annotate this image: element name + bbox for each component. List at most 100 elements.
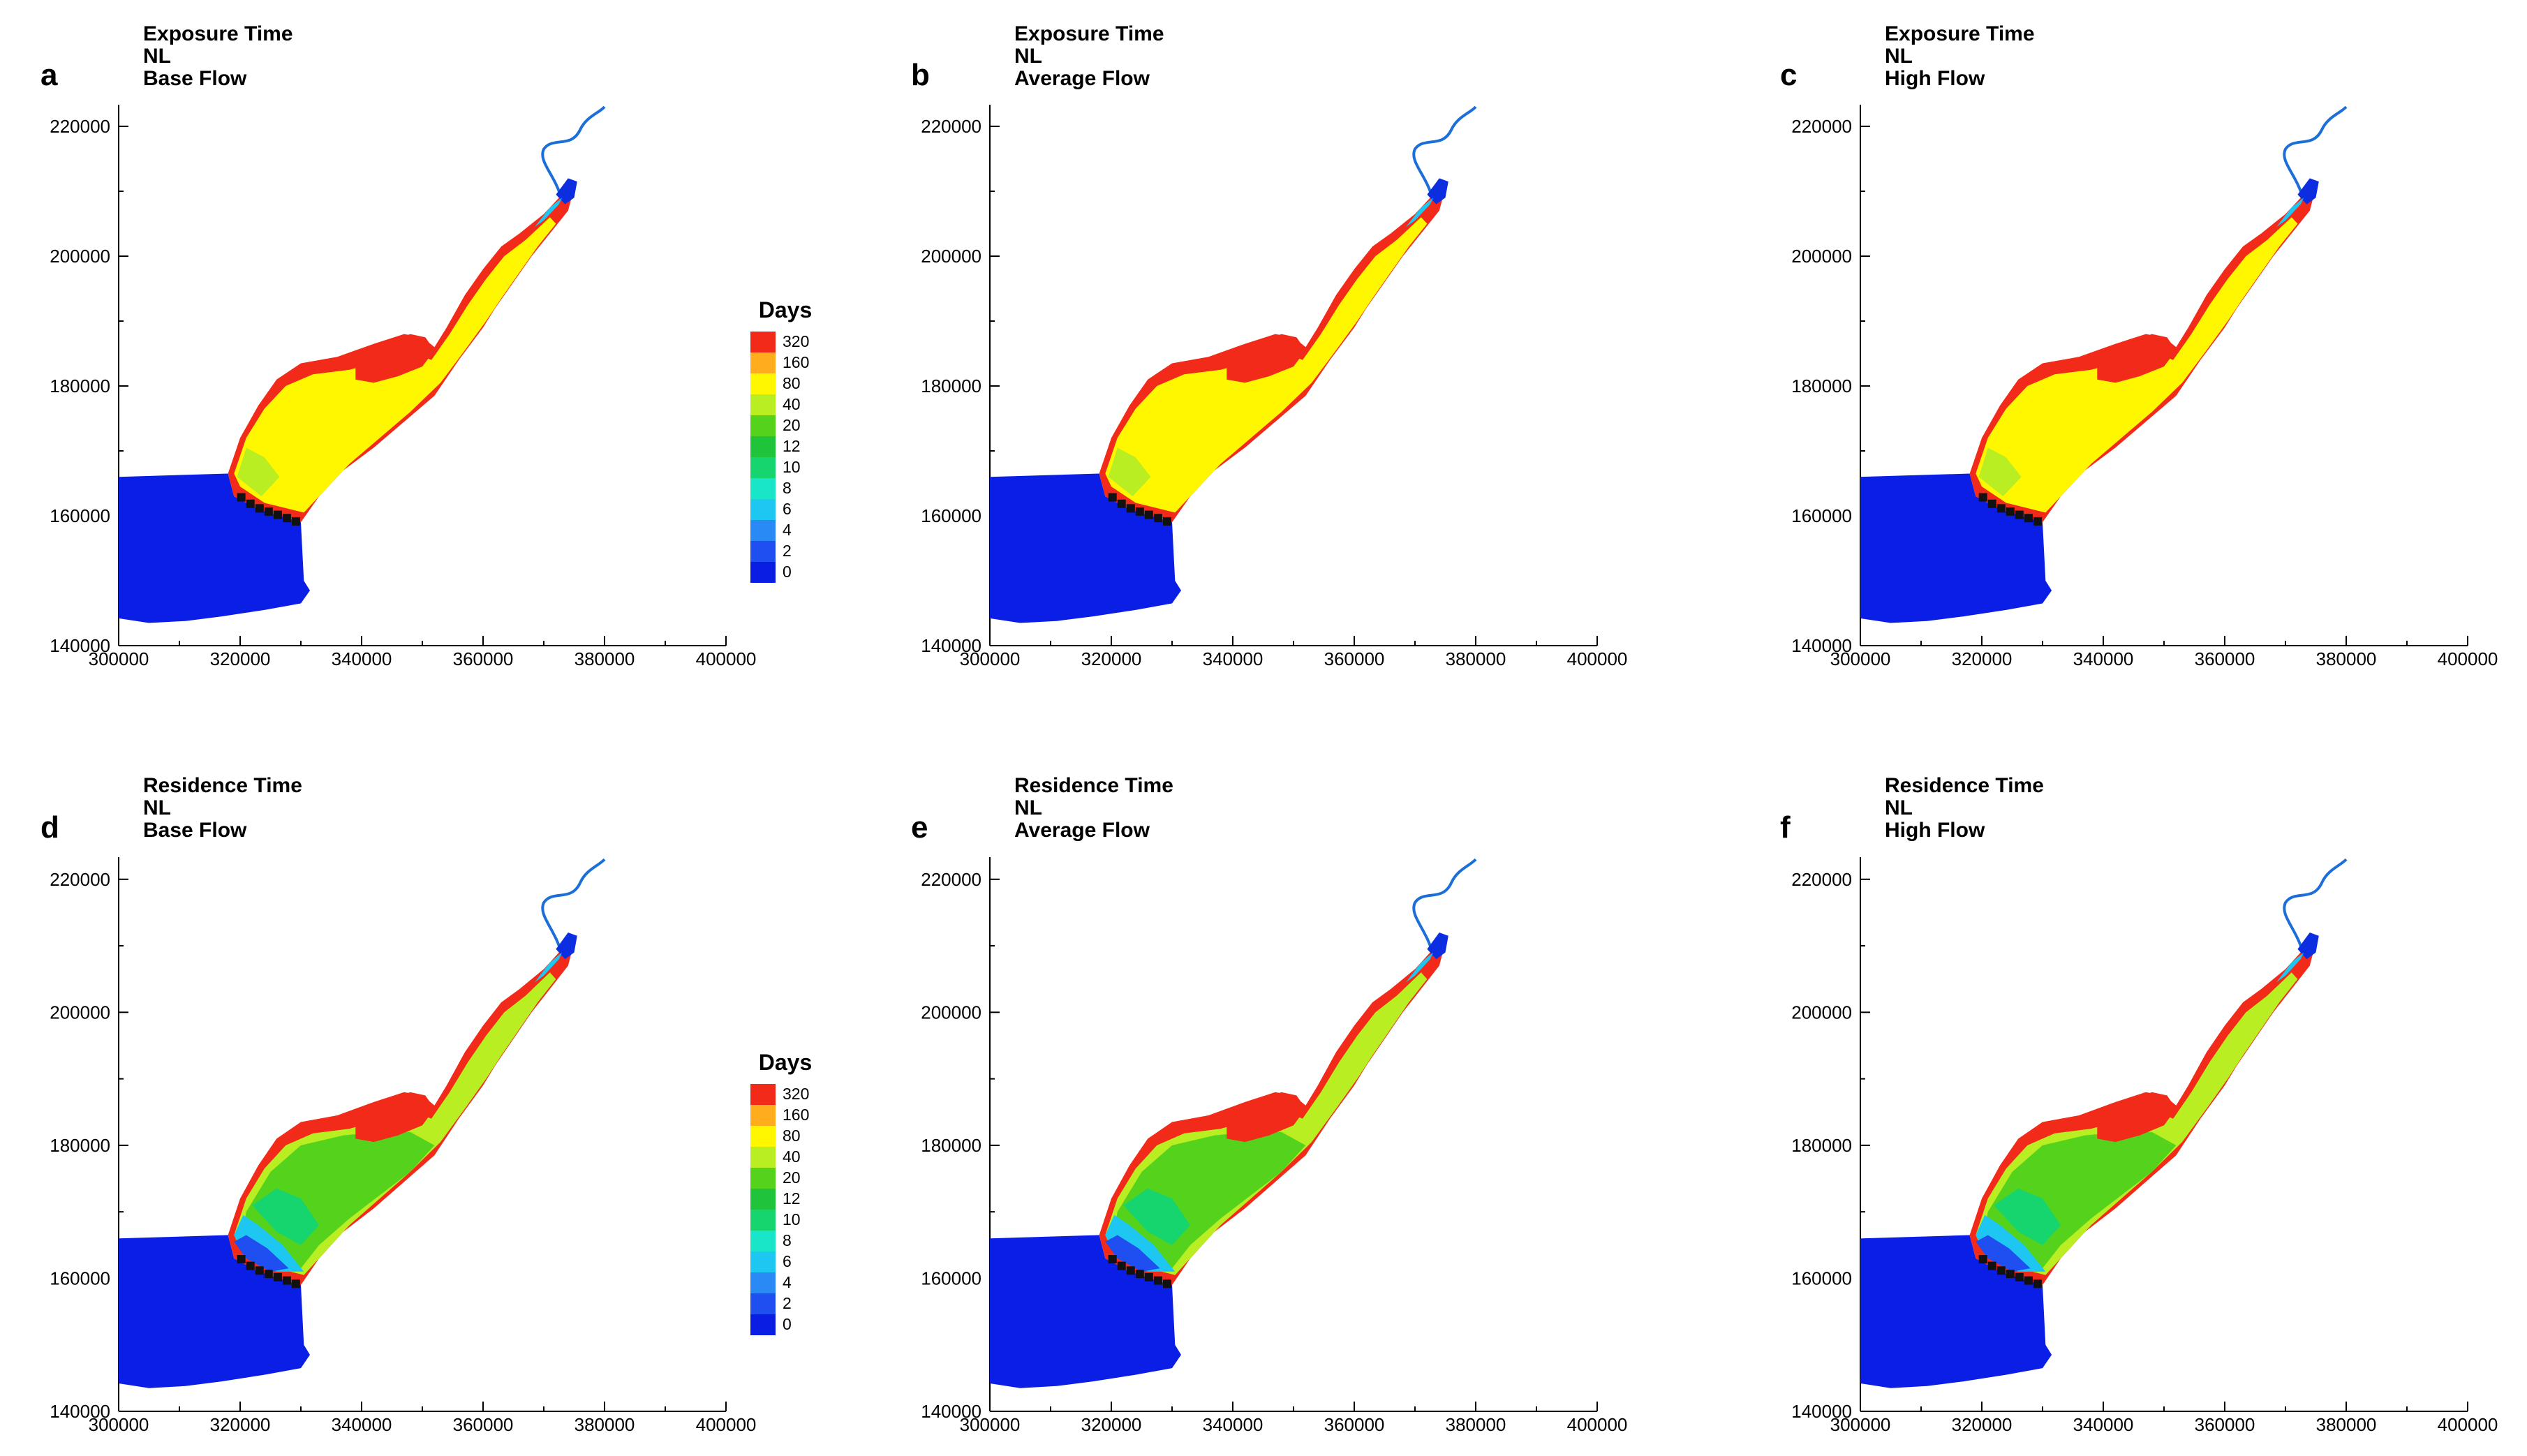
x-tick-label: 300000 [960, 648, 1021, 669]
shore-mark [246, 1261, 255, 1270]
upper-river [534, 105, 606, 228]
panel-title-line: High Flow [1885, 67, 1985, 90]
y-tick-label: 160000 [50, 505, 110, 526]
y-tick-label: 220000 [50, 869, 110, 890]
legend-title: Days [759, 1050, 813, 1075]
panel-letter: b [911, 58, 930, 92]
shore-mark [2015, 510, 2024, 519]
legend-swatch [750, 1147, 776, 1168]
legend-label: 80 [783, 1127, 801, 1145]
y-tick-label: 180000 [50, 1135, 110, 1156]
river-bend [2297, 178, 2319, 205]
river-bend [2297, 933, 2319, 960]
x-tick-label: 300000 [1830, 648, 1891, 669]
y-tick-label: 160000 [921, 505, 981, 526]
y-tick-label: 180000 [921, 376, 981, 396]
x-tick-label: 360000 [453, 1414, 514, 1435]
legend-label: 12 [783, 1189, 801, 1208]
shore-mark [1996, 504, 2006, 513]
x-tick-label: 300000 [89, 1414, 149, 1435]
shore-mark [1987, 1261, 1996, 1270]
estuary-map [1860, 858, 2348, 1388]
mouth-gradient-blue [1105, 1235, 1160, 1272]
x-tick-label: 320000 [1081, 648, 1142, 669]
legend-swatch [750, 1084, 776, 1105]
x-tick-label: 360000 [1324, 1414, 1385, 1435]
upper-river [2276, 858, 2348, 983]
shore-mark [273, 510, 282, 519]
legend-label: 320 [783, 1085, 809, 1103]
shore-mark [1978, 1255, 1987, 1264]
shore-mark [2033, 517, 2042, 526]
x-tick-label: 400000 [696, 648, 757, 669]
x-tick-label: 360000 [2195, 1414, 2255, 1435]
legend-swatch [750, 1105, 776, 1126]
legend-swatch [750, 394, 776, 415]
legend-label: 80 [783, 374, 801, 392]
legend-swatch [750, 1210, 776, 1231]
river-tidal-channel [534, 198, 563, 228]
legend-label: 160 [783, 1106, 809, 1124]
legend-label: 0 [783, 1315, 792, 1333]
y-tick-label: 200000 [50, 1002, 110, 1023]
mouth-green-patch [1978, 447, 2022, 497]
shore-mark [2033, 1279, 2042, 1288]
upper-river [534, 858, 606, 983]
shore-mark [2024, 514, 2033, 523]
legend-title: Days [759, 297, 813, 322]
river-bend [1427, 178, 1448, 205]
mouth-green [1123, 1188, 1191, 1245]
y-tick-label: 140000 [1791, 1401, 1852, 1422]
y-tick-label: 160000 [50, 1268, 110, 1288]
panel-letter: d [40, 810, 59, 845]
shoreline-marks [1978, 493, 2042, 526]
panel-title-line: NL [1014, 45, 1042, 68]
legend-swatch [750, 1272, 776, 1293]
x-tick-label: 340000 [1203, 648, 1264, 669]
x-tick-label: 360000 [453, 648, 514, 669]
estuary-red-cap [355, 334, 435, 383]
shore-mark [2015, 1272, 2024, 1282]
axes: 300000 320000 340000 360000 380000 400000 1400… [50, 857, 756, 1435]
estuary-inner-band [1111, 373, 1306, 506]
estuary-inner-band [240, 373, 435, 506]
legend-swatch [750, 457, 776, 478]
panel-title-line: Residence Time [1014, 774, 1173, 797]
x-tick-label: 380000 [2316, 648, 2377, 669]
river-main-line [541, 858, 606, 956]
y-tick-label: 180000 [50, 376, 110, 396]
y-tick-label: 140000 [50, 1401, 110, 1422]
shore-mark [1126, 504, 1135, 513]
panel-letter: e [911, 810, 928, 845]
legend-label: 20 [783, 1168, 801, 1187]
x-tick-label: 340000 [332, 648, 392, 669]
panel-title-line: Exposure Time [143, 22, 293, 45]
x-tick-label: 340000 [2073, 1414, 2134, 1435]
upper-river [1405, 858, 1477, 983]
legend-label: 8 [783, 479, 792, 497]
x-tick-label: 400000 [2438, 648, 2498, 669]
shore-mark [246, 499, 255, 508]
x-tick-label: 340000 [2073, 648, 2134, 669]
legend-swatch [750, 1251, 776, 1272]
panel-letter: c [1780, 58, 1797, 92]
x-tick-label: 380000 [2316, 1414, 2377, 1435]
river-bend [556, 178, 577, 205]
axes: 300000 320000 340000 360000 380000 400000 1400… [1791, 857, 2498, 1435]
y-tick-label: 160000 [1791, 505, 1852, 526]
shore-mark [264, 507, 273, 516]
shoreline-marks [237, 493, 300, 526]
x-tick-label: 340000 [332, 1414, 392, 1435]
panel-title-line: Base Flow [143, 67, 247, 90]
y-tick-label: 220000 [1791, 869, 1852, 890]
legend-label: 8 [783, 1231, 792, 1249]
shore-mark [1108, 1255, 1117, 1264]
panel-title-line: Average Flow [1014, 67, 1150, 90]
shore-mark [1144, 510, 1153, 519]
panel-title-line: NL [1014, 796, 1042, 819]
legend-swatch [750, 1189, 776, 1210]
